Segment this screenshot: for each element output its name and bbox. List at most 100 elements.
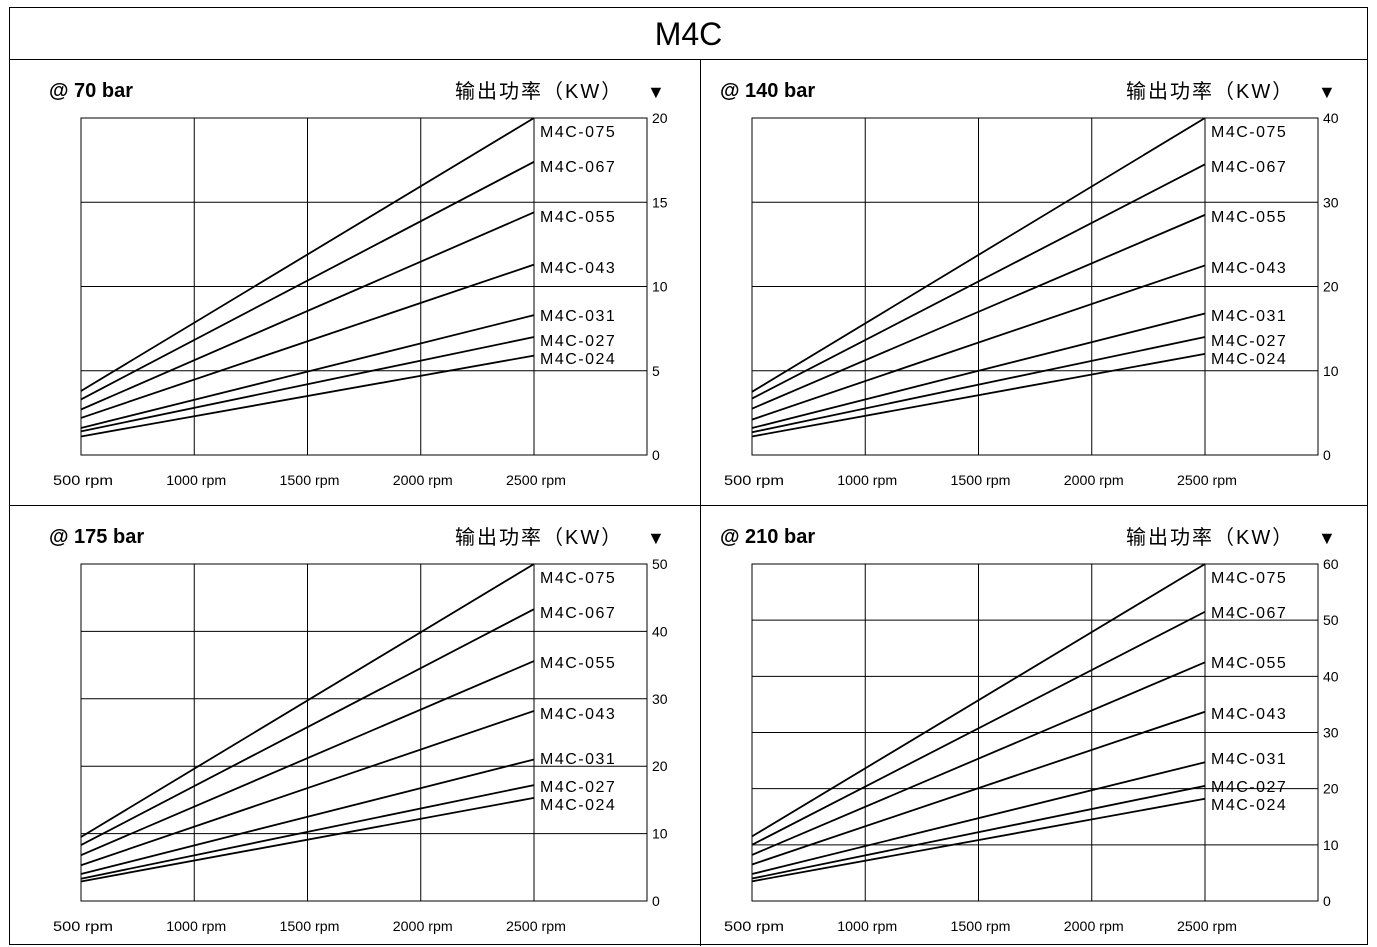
y-tick-label: 40: [652, 623, 668, 639]
series-line-m4c-043: [80, 710, 535, 867]
series-line-m4c-024: [751, 353, 1206, 438]
series-label: M4C-024: [540, 797, 616, 814]
series-line-m4c-024: [80, 796, 535, 883]
x-tick-label: 1000 rpm: [837, 918, 897, 934]
y-tick-label: 15: [652, 194, 668, 210]
series-line-m4c-075: [751, 117, 1206, 393]
x-tick-label: 1500 rpm: [951, 472, 1011, 488]
x-tick-label: 2000 rpm: [393, 918, 453, 934]
y-tick-label: 50: [1323, 612, 1339, 628]
series-label: M4C-067: [540, 159, 616, 176]
panel-divider-horizontal: [10, 505, 1367, 506]
panel-title: @ 210 bar: [720, 526, 815, 548]
y-tick-label: 10: [1323, 363, 1339, 379]
series-label: M4C-055: [1211, 209, 1287, 226]
series-label: M4C-055: [1211, 655, 1287, 672]
sheet-title: M4C: [10, 8, 1367, 60]
series-label: M4C-024: [1211, 351, 1287, 368]
series-line-m4c-027: [751, 336, 1206, 434]
x-tick-label: 500 rpm: [53, 918, 113, 934]
series-label: M4C-027: [1211, 779, 1287, 796]
chart-sheet-frame: M4C: [9, 7, 1368, 946]
series-label: M4C-024: [1211, 797, 1287, 814]
series-label: M4C-067: [540, 605, 616, 622]
y-tick-label: 20: [1323, 781, 1339, 797]
series-line-m4c-031: [751, 761, 1206, 875]
x-tick-label: 2000 rpm: [1064, 918, 1124, 934]
series-label: M4C-027: [540, 779, 616, 796]
series-line-m4c-027: [80, 336, 535, 433]
y-tick-label: 0: [652, 893, 660, 909]
x-tick-label: 1500 rpm: [280, 918, 340, 934]
series-label: M4C-055: [540, 655, 616, 672]
series-label: M4C-075: [540, 124, 616, 141]
y-tick-label: 20: [652, 758, 668, 774]
series-line-m4c-043: [751, 264, 1206, 421]
y-tick-label: 40: [1323, 668, 1339, 684]
series-line-m4c-043: [80, 263, 535, 419]
x-tick-label: 2500 rpm: [506, 918, 566, 934]
panel-title: @ 70 bar: [49, 80, 133, 102]
series-line-m4c-055: [751, 661, 1206, 856]
x-tick-label: 2500 rpm: [1177, 472, 1237, 488]
series-line-m4c-043: [751, 710, 1206, 866]
series-line-m4c-067: [751, 163, 1206, 400]
series-label: M4C-024: [540, 351, 616, 368]
series-line-m4c-027: [80, 784, 535, 880]
y-tick-label: 20: [1323, 279, 1339, 295]
series-line-m4c-031: [80, 758, 535, 875]
series-line-m4c-055: [80, 211, 535, 411]
x-tick-label: 1000 rpm: [166, 472, 226, 488]
series-line-m4c-031: [751, 312, 1206, 429]
series-line-m4c-055: [751, 214, 1206, 410]
series-label: M4C-031: [540, 751, 616, 768]
series-line-m4c-067: [80, 608, 535, 846]
x-tick-label: 1000 rpm: [166, 918, 226, 934]
y-tick-label: 50: [652, 556, 668, 572]
series-label: M4C-075: [1211, 570, 1287, 587]
y-tick-label: 0: [652, 447, 660, 463]
y-tick-label: 10: [1323, 837, 1339, 853]
y-tick-label: 0: [1323, 893, 1331, 909]
x-tick-label: 1500 rpm: [951, 918, 1011, 934]
axis-marker-icon: ▼: [647, 528, 665, 548]
x-tick-label: 1500 rpm: [280, 472, 340, 488]
series-line-m4c-024: [80, 354, 535, 438]
series-line-m4c-031: [80, 314, 535, 429]
series-label: M4C-031: [1211, 751, 1287, 768]
x-tick-label: 500 rpm: [724, 918, 784, 934]
y-tick-label: 20: [652, 110, 668, 126]
panel-title: @ 140 bar: [720, 80, 815, 102]
series-label: M4C-043: [1211, 706, 1287, 723]
y-axis-label: 输出功率（KW）: [455, 526, 623, 549]
y-axis-label: 输出功率（KW）: [1126, 526, 1294, 549]
series-label: M4C-067: [1211, 605, 1287, 622]
x-tick-label: 500 rpm: [724, 472, 784, 488]
y-tick-label: 10: [652, 826, 668, 842]
series-line-m4c-027: [751, 784, 1206, 880]
axis-marker-icon: ▼: [1318, 82, 1336, 102]
x-tick-label: 2500 rpm: [506, 472, 566, 488]
y-tick-label: 5: [652, 363, 660, 379]
y-axis-label: 输出功率（KW）: [455, 80, 623, 103]
series-line-m4c-075: [751, 563, 1206, 838]
series-label: M4C-027: [1211, 333, 1287, 350]
y-tick-label: 30: [1323, 725, 1339, 741]
y-tick-label: 30: [1323, 194, 1339, 210]
y-tick-label: 60: [1323, 556, 1339, 572]
series-label: M4C-055: [540, 209, 616, 226]
y-tick-label: 40: [1323, 110, 1339, 126]
series-label: M4C-027: [540, 333, 616, 350]
series-label: M4C-043: [1211, 260, 1287, 277]
series-label: M4C-075: [540, 570, 616, 587]
x-tick-label: 2500 rpm: [1177, 918, 1237, 934]
plot-frame: [80, 563, 648, 902]
series-label: M4C-043: [540, 260, 616, 277]
x-tick-label: 2000 rpm: [393, 472, 453, 488]
series-label: M4C-043: [540, 706, 616, 723]
series-line-m4c-067: [751, 610, 1206, 846]
y-axis-label: 输出功率（KW）: [1126, 80, 1294, 103]
axis-marker-icon: ▼: [647, 82, 665, 102]
y-tick-label: 10: [652, 279, 668, 295]
